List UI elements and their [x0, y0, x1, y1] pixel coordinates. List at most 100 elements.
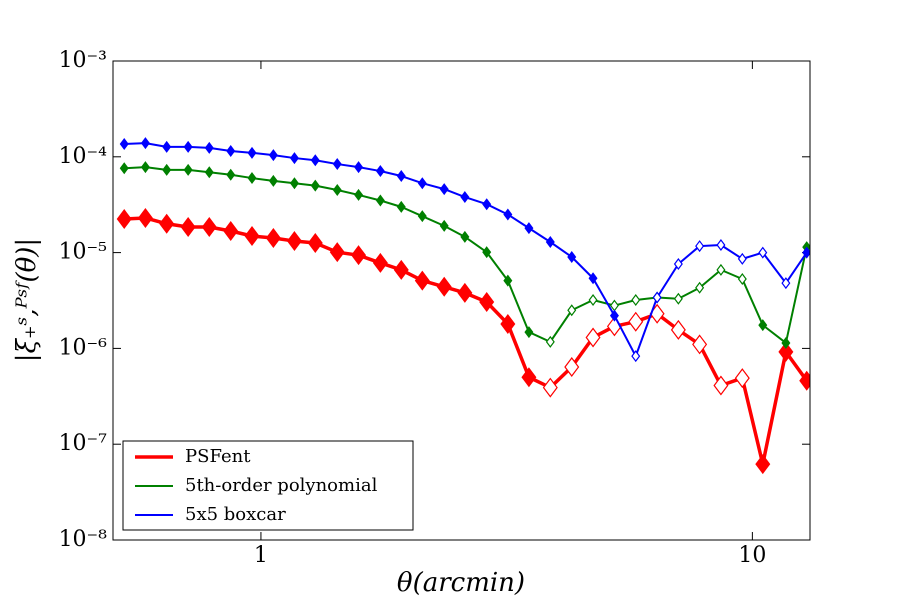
- marker: [460, 191, 470, 204]
- marker: [695, 240, 705, 253]
- marker: [778, 341, 794, 362]
- marker: [482, 198, 492, 211]
- marker: [201, 217, 217, 238]
- marker: [417, 210, 427, 223]
- marker: [500, 313, 516, 334]
- marker: [289, 152, 299, 165]
- marker: [439, 219, 449, 232]
- marker: [268, 174, 278, 187]
- marker: [140, 137, 150, 150]
- marker: [414, 270, 430, 291]
- marker: [503, 208, 513, 221]
- marker: [354, 188, 364, 201]
- marker: [457, 282, 473, 303]
- y-tick-label: 10⁻⁷: [59, 431, 108, 456]
- marker: [393, 259, 409, 280]
- marker: [417, 177, 427, 190]
- marker: [226, 168, 236, 181]
- marker: [329, 242, 345, 263]
- marker: [183, 140, 193, 153]
- marker: [716, 263, 726, 276]
- marker: [734, 368, 750, 389]
- marker: [162, 163, 172, 176]
- marker: [332, 158, 342, 171]
- marker: [226, 144, 236, 157]
- marker: [545, 236, 555, 249]
- marker: [289, 177, 299, 190]
- marker: [564, 356, 580, 377]
- y-tick-label: 10⁻⁴: [59, 144, 108, 169]
- marker: [524, 326, 534, 339]
- marker: [183, 163, 193, 176]
- marker: [588, 272, 598, 285]
- legend-label: 5th-order polynomial: [185, 475, 378, 496]
- marker: [692, 334, 708, 355]
- marker: [436, 276, 452, 297]
- marker: [332, 184, 342, 197]
- marker: [247, 146, 257, 159]
- marker: [204, 166, 214, 179]
- marker: [439, 183, 449, 196]
- marker: [695, 281, 705, 294]
- marker: [585, 327, 601, 348]
- legend-label: PSFent: [185, 446, 251, 467]
- marker: [781, 336, 791, 349]
- marker: [159, 213, 175, 234]
- marker: [670, 319, 686, 340]
- marker: [755, 454, 771, 475]
- marker: [521, 367, 537, 388]
- y-tick-label: 10⁻⁸: [59, 527, 108, 552]
- marker: [204, 141, 214, 154]
- marker: [503, 274, 513, 287]
- marker: [268, 149, 278, 162]
- marker: [479, 292, 495, 313]
- marker: [247, 172, 257, 185]
- x-tick-label: 10: [738, 543, 766, 568]
- marker: [673, 258, 683, 271]
- marker: [162, 140, 172, 153]
- plot-frame: [112, 60, 811, 541]
- marker: [180, 217, 196, 238]
- marker: [524, 222, 534, 235]
- marker: [781, 277, 791, 290]
- marker: [652, 291, 662, 304]
- marker: [137, 207, 153, 228]
- marker: [713, 375, 729, 396]
- marker: [628, 311, 644, 332]
- marker: [223, 221, 239, 242]
- marker: [567, 304, 577, 317]
- y-tick-label: 10⁻⁵: [59, 240, 107, 265]
- marker: [116, 209, 132, 230]
- marker: [310, 154, 320, 167]
- marker: [244, 226, 260, 247]
- marker: [737, 273, 747, 286]
- marker: [375, 165, 385, 178]
- x-tick-label: 1: [254, 543, 268, 568]
- marker: [140, 161, 150, 174]
- marker: [631, 350, 641, 363]
- marker: [396, 170, 406, 183]
- marker: [799, 370, 810, 391]
- marker: [737, 252, 747, 265]
- marker: [758, 319, 768, 332]
- marker: [545, 335, 555, 348]
- marker: [119, 162, 129, 175]
- marker: [265, 228, 281, 249]
- legend-label: 5x5 boxcar: [185, 504, 286, 525]
- y-tick-label: 10⁻⁶: [59, 335, 108, 360]
- marker: [673, 292, 683, 305]
- marker: [307, 232, 323, 253]
- marker: [758, 246, 768, 259]
- marker: [631, 294, 641, 307]
- marker: [372, 252, 388, 273]
- marker: [351, 245, 367, 266]
- marker: [482, 246, 492, 259]
- y-tick-label: 10⁻³: [59, 48, 107, 73]
- marker: [375, 194, 385, 207]
- marker: [460, 230, 470, 243]
- marker: [588, 294, 598, 307]
- marker: [119, 138, 129, 151]
- marker: [286, 231, 302, 252]
- marker: [567, 250, 577, 263]
